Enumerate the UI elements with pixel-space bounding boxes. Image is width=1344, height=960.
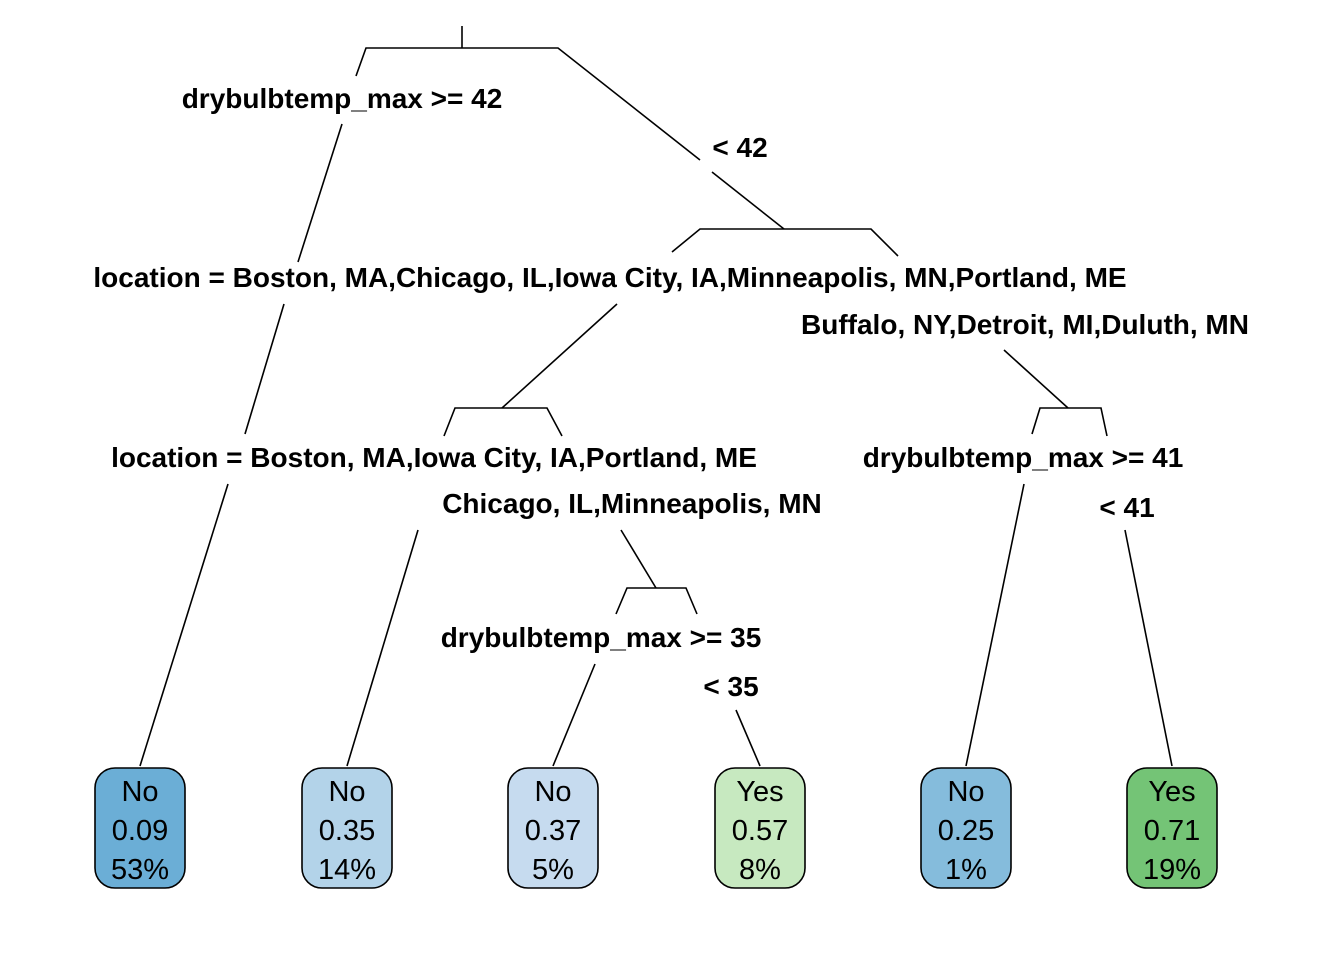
split-label-temp41-right: < 41 xyxy=(1099,492,1154,523)
leaf-node: No 0.37 5% xyxy=(507,767,599,889)
split-label-loc2-right: Chicago, IL,Minneapolis, MN xyxy=(442,488,822,519)
split-label-root-right: < 42 xyxy=(712,132,767,163)
edge-root-left-lower xyxy=(244,303,285,435)
leaf-percent: 5% xyxy=(532,854,574,886)
leaf-prob: 0.71 xyxy=(1144,815,1200,847)
edge-temp35-left-leaf xyxy=(552,663,596,767)
leaf-box xyxy=(507,767,599,889)
split-label-temp35-right: < 35 xyxy=(703,671,758,702)
leaf-percent: 19% xyxy=(1143,854,1201,886)
leaf-percent: 1% xyxy=(945,854,987,886)
leaf-class: Yes xyxy=(1148,776,1195,808)
leaf-node: Yes 0.57 8% xyxy=(714,767,806,889)
leaf-percent: 8% xyxy=(739,854,781,886)
edge-root-bar xyxy=(355,47,701,161)
edge-temp41-right-leaf xyxy=(1124,529,1173,767)
edge-loc2-bar xyxy=(443,407,563,437)
edge-root-right xyxy=(711,171,785,230)
split-label-loc1-right: Buffalo, NY,Detroit, MI,Duluth, MN xyxy=(801,309,1249,340)
tree-edges xyxy=(139,26,1173,767)
leaf-class: No xyxy=(121,776,158,808)
edge-loc2-left-leaf xyxy=(346,529,419,767)
leaf-box xyxy=(1126,767,1218,889)
leaf-node: No 0.25 1% xyxy=(920,767,1012,889)
split-label-temp41-left: drybulbtemp_max >= 41 xyxy=(863,442,1184,473)
split-labels: drybulbtemp_max >= 42 < 42 location = Bo… xyxy=(93,83,1249,702)
edge-loc1-bar xyxy=(671,228,899,257)
leaf-percent: 14% xyxy=(318,854,376,886)
edge-temp41-left-leaf xyxy=(965,483,1025,767)
edge-temp35-right-leaf xyxy=(735,709,761,767)
leaf-class: No xyxy=(947,776,984,808)
split-label-root-left: drybulbtemp_max >= 42 xyxy=(182,83,503,114)
leaf-node: Yes 0.71 19% xyxy=(1126,767,1218,889)
leaf-prob: 0.57 xyxy=(732,815,788,847)
leaf-node: No 0.35 14% xyxy=(301,767,393,889)
edge-loc1-right xyxy=(1003,349,1069,409)
leaf-class: Yes xyxy=(736,776,783,808)
leaf-prob: 0.25 xyxy=(938,815,994,847)
edge-temp35-bar xyxy=(615,587,698,615)
leaf-class: No xyxy=(328,776,365,808)
edge-root-left-leaf xyxy=(139,483,229,767)
leaf-prob: 0.09 xyxy=(112,815,168,847)
edge-loc2-right xyxy=(620,529,657,589)
split-label-loc2-left: location = Boston, MA,Iowa City, IA,Port… xyxy=(111,442,757,473)
edge-temp41-bar xyxy=(1031,407,1108,437)
leaf-prob: 0.37 xyxy=(525,815,581,847)
split-label-temp35-left: drybulbtemp_max >= 35 xyxy=(441,622,762,653)
edge-root-left xyxy=(297,123,343,263)
leaf-box xyxy=(920,767,1012,889)
leaf-box xyxy=(94,767,186,889)
edge-loc1-left xyxy=(501,303,618,409)
leaf-prob: 0.35 xyxy=(319,815,375,847)
leaf-class: No xyxy=(534,776,571,808)
leaf-box xyxy=(714,767,806,889)
leaf-box xyxy=(301,767,393,889)
leaf-node: No 0.09 53% xyxy=(94,767,186,889)
split-label-loc1-left: location = Boston, MA,Chicago, IL,Iowa C… xyxy=(93,262,1126,293)
leaf-percent: 53% xyxy=(111,854,169,886)
leaf-nodes: No 0.09 53% No 0.35 14% No 0.37 5% Yes 0… xyxy=(94,767,1218,889)
